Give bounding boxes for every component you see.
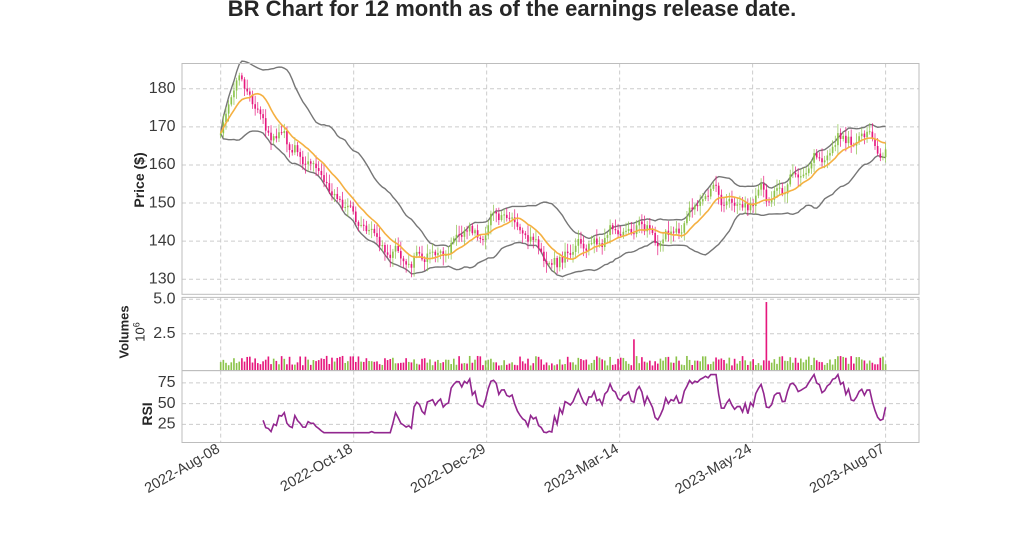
svg-text:2023-Aug-07: 2023-Aug-07 [807, 441, 888, 497]
svg-text:2023-Mar-14: 2023-Mar-14 [542, 441, 622, 496]
svg-text:2022-Oct-18: 2022-Oct-18 [278, 441, 356, 495]
svg-text:160: 160 [149, 156, 176, 173]
svg-text:150: 150 [149, 194, 176, 211]
svg-text:5.0: 5.0 [153, 290, 175, 307]
svg-text:2022-Dec-29: 2022-Dec-29 [408, 441, 489, 497]
svg-text:50: 50 [158, 395, 176, 412]
svg-text:75: 75 [158, 374, 176, 391]
svg-text:25: 25 [158, 416, 176, 433]
svg-text:130: 130 [149, 270, 176, 287]
svg-text:180: 180 [149, 80, 176, 97]
svg-text:2.5: 2.5 [153, 325, 175, 342]
svg-text:2022-Aug-08: 2022-Aug-08 [142, 441, 223, 497]
svg-text:140: 140 [149, 232, 176, 249]
svg-text:2023-May-24: 2023-May-24 [673, 441, 755, 498]
svg-text:170: 170 [149, 118, 176, 135]
